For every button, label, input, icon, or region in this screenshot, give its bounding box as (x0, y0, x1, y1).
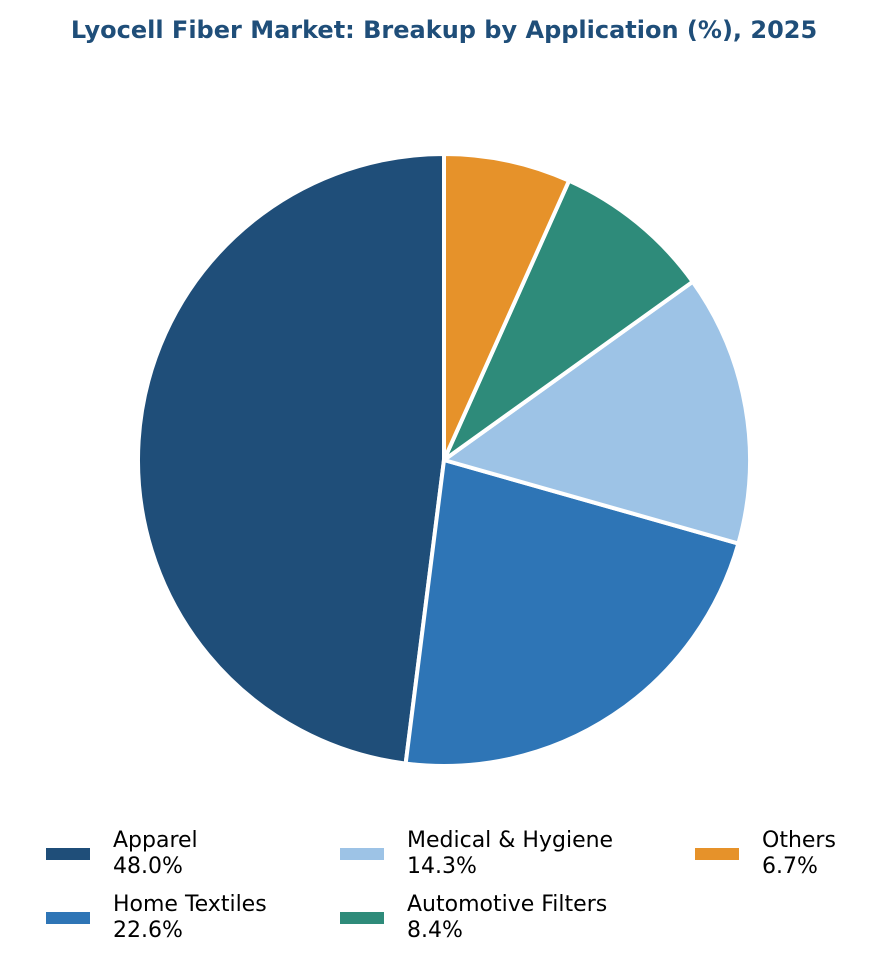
pie-slice (136, 152, 446, 766)
legend-value: 48.0% (113, 854, 183, 879)
legend-label: Medical & Hygiene (407, 828, 613, 853)
legend-swatch (46, 848, 90, 860)
legend-swatch (695, 848, 739, 860)
pie-slice (442, 279, 752, 546)
legend-label: Automotive Filters (407, 892, 607, 917)
pie-slice (442, 178, 695, 462)
legend-value: 8.4% (407, 918, 463, 943)
legend-swatch (340, 912, 384, 924)
legend-swatch (340, 848, 384, 860)
legend-value: 6.7% (762, 854, 818, 879)
legend-label: Apparel (113, 828, 198, 853)
legend-label: Home Textiles (113, 892, 267, 917)
legend-value: 22.6% (113, 918, 183, 943)
pie-slice (442, 152, 572, 462)
legend-value: 14.3% (407, 854, 477, 879)
legend-swatch (46, 912, 90, 924)
pie-slice (403, 458, 741, 768)
chart-title: Lyocell Fiber Market: Breakup by Applica… (71, 16, 817, 44)
legend-label: Others (762, 828, 836, 853)
